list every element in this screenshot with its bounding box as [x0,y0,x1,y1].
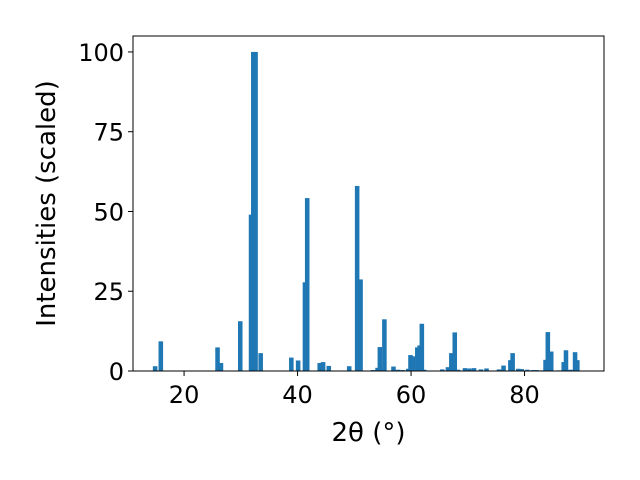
bar [395,369,401,371]
bar [467,368,472,371]
bar [258,353,263,371]
bar [484,368,489,371]
bar [215,347,220,371]
bar [295,360,301,371]
bar [525,369,530,371]
bar [304,198,310,371]
bar [478,369,484,371]
y-tick-label: 100 [78,39,124,67]
bar [391,366,396,371]
x-tick-label: 80 [509,381,540,409]
bar [317,363,322,371]
bar [152,366,158,371]
y-axis-label: Intensities (scaled) [32,80,62,327]
bar [382,319,387,371]
bar [496,369,502,371]
x-axis-ticks: 20 40 60 80 [169,371,540,409]
bar [471,368,477,371]
x-axis-label: 2θ (°) [331,418,405,448]
bar [516,368,521,371]
bar [320,362,326,371]
bar [358,279,363,371]
bar [519,369,524,371]
bar [251,51,256,371]
bar [545,332,551,371]
bar [419,323,425,371]
bar [561,362,566,371]
plot-frame [132,35,605,372]
bar [346,366,352,371]
bar [452,332,458,371]
bar [501,365,506,371]
y-tick-label: 25 [93,278,124,306]
x-tick-label: 20 [169,381,200,409]
y-tick-label: 0 [109,358,124,386]
bar [289,357,294,371]
bar [218,363,224,371]
y-tick-label: 50 [93,198,124,226]
bar [410,356,416,371]
bar [462,368,468,371]
x-tick-label: 40 [282,381,313,409]
y-tick-label: 75 [93,119,124,147]
bar [354,185,360,371]
bar [237,321,243,371]
bar [548,351,554,371]
bar [326,365,332,371]
bar [575,360,580,371]
bar [377,347,383,371]
bar [455,369,461,371]
x-tick-label: 60 [396,381,427,409]
bar [510,353,515,371]
bar-series [152,51,580,371]
bar [421,369,427,371]
bar [158,341,164,371]
y-axis-ticks: 0 25 50 75 100 [78,39,133,386]
bar [445,367,451,371]
bar [572,352,578,371]
bar [440,369,445,371]
bar [449,353,454,371]
bar [563,350,569,371]
bar [253,51,258,371]
bar [568,369,573,371]
